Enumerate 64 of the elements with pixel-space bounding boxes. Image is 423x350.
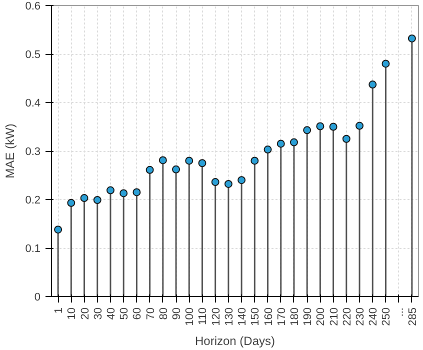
point xyxy=(342,134,350,143)
point xyxy=(368,80,377,89)
x-axis-title: Horizon (Days) xyxy=(194,334,276,348)
y-tick-label: 0.2 xyxy=(25,194,41,206)
x-tick-label: ... xyxy=(394,307,406,317)
point xyxy=(93,196,102,204)
point xyxy=(106,186,114,194)
y-tick-label: 0.3 xyxy=(25,146,41,158)
point xyxy=(250,156,259,165)
point xyxy=(120,189,128,198)
point xyxy=(67,198,76,207)
point xyxy=(276,140,285,148)
x-tick-label: 220 xyxy=(341,307,354,326)
x-tick-label: 180 xyxy=(288,307,301,326)
y-tick-label: 0.1 xyxy=(25,243,41,255)
x-tick-label: 285 xyxy=(406,307,419,326)
point xyxy=(80,194,88,202)
x-tick-label: 50 xyxy=(118,307,131,320)
x-tick-label: 240 xyxy=(368,307,380,326)
point xyxy=(303,126,312,134)
x-tick-label: 30 xyxy=(92,307,104,320)
point xyxy=(238,176,246,184)
point xyxy=(224,180,232,188)
x-tick-label: 70 xyxy=(144,307,157,320)
x-tick-label: 130 xyxy=(223,307,236,326)
x-tick-label: 170 xyxy=(276,307,288,326)
y-tick-label: 0.4 xyxy=(25,98,41,110)
y-tick-label: 0.5 xyxy=(25,49,41,61)
point xyxy=(172,165,180,174)
point xyxy=(132,188,141,196)
x-tick-label: 10 xyxy=(66,307,78,320)
x-tick-label: 40 xyxy=(105,307,118,320)
x-tick-label: 190 xyxy=(302,307,314,326)
x-tick-label: 20 xyxy=(79,307,92,320)
point xyxy=(264,146,272,154)
point xyxy=(158,156,167,164)
point xyxy=(382,60,390,68)
point xyxy=(329,122,338,131)
point xyxy=(146,166,154,174)
x-tick-label: 60 xyxy=(132,307,144,320)
x-tick-label: 120 xyxy=(210,307,222,326)
point xyxy=(198,159,206,168)
x-tick-label: 90 xyxy=(171,307,184,320)
point xyxy=(290,138,298,146)
y-tick-label: 0 xyxy=(34,292,41,304)
x-tick-label: 1 xyxy=(53,307,66,314)
x-tick-label: 210 xyxy=(328,307,340,326)
x-tick-label: 140 xyxy=(236,307,249,326)
x-tick-label: 230 xyxy=(354,307,367,326)
y-axis-title: MAE (kW) xyxy=(3,124,18,178)
point xyxy=(211,178,220,186)
x-tick-label: 110 xyxy=(197,307,210,326)
x-tick-label: 250 xyxy=(380,307,393,326)
point xyxy=(54,226,62,234)
point xyxy=(185,156,194,165)
x-tick-label: 150 xyxy=(250,307,262,326)
point xyxy=(408,34,416,42)
x-tick-label: 200 xyxy=(315,307,328,326)
x-tick-label: 80 xyxy=(158,307,170,320)
x-tick-label: 100 xyxy=(184,307,196,326)
point xyxy=(316,122,324,130)
x-tick-label: 160 xyxy=(262,307,275,326)
point xyxy=(356,122,364,130)
y-tick-label: 0.6 xyxy=(25,0,41,12)
